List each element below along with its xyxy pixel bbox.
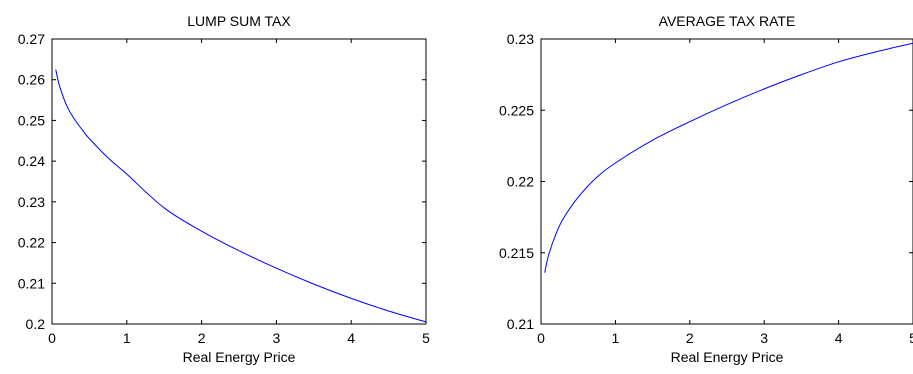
lump-sum-tax-y-tick-label: 0.2 (26, 316, 46, 332)
average-tax-rate-title: AVERAGE TAX RATE (659, 13, 796, 29)
lump-sum-tax-x-tick-label: 3 (273, 330, 281, 346)
lump-sum-tax-y-tick-label: 0.21 (18, 275, 45, 291)
lump-sum-tax-panel: LUMP SUM TAX 0 1 2 3 4 5 0.2 0.21 0.22 0.23 0.24 0.2… (18, 13, 430, 365)
average-tax-rate-panel: AVERAGE TAX RATE 0 1 2 3 4 5 0.21 0.215 0.22 0.225… (499, 13, 913, 365)
lump-sum-tax-x-tick-label: 4 (347, 330, 355, 346)
average-tax-rate-y-tick-label: 0.21 (507, 316, 534, 332)
average-tax-rate-y-tick-label: 0.23 (507, 31, 534, 47)
average-tax-rate-x-tick-label: 1 (612, 330, 620, 346)
lump-sum-tax-y-tick-label: 0.23 (18, 194, 45, 210)
lump-sum-tax-y-tick-label: 0.22 (18, 235, 45, 251)
lump-sum-tax-x-axis-label: Real Energy Price (183, 349, 296, 365)
lump-sum-tax-x-tick-label: 0 (48, 330, 56, 346)
lump-sum-tax-y-tick-label: 0.25 (18, 112, 45, 128)
average-tax-rate-axes-box (540, 38, 913, 325)
lump-sum-tax-x-tick-label: 5 (422, 330, 430, 346)
lump-sum-tax-x-tick-label: 1 (123, 330, 131, 346)
average-tax-rate-series-line (544, 42, 913, 273)
average-tax-rate-x-axis-label: Real Energy Price (671, 349, 784, 365)
lump-sum-tax-axes-box (51, 38, 427, 325)
average-tax-rate-x-tick-label: 4 (835, 330, 843, 346)
lump-sum-tax-y-tick-label: 0.24 (18, 153, 45, 169)
average-tax-rate-x-tick-label: 3 (760, 330, 768, 346)
average-tax-rate-x-tick-label: 5 (909, 330, 913, 346)
average-tax-rate-y-tick-label: 0.215 (499, 245, 534, 261)
lump-sum-tax-y-tick-label: 0.26 (18, 72, 45, 88)
lump-sum-tax-y-tick-label: 0.27 (18, 31, 45, 47)
average-tax-rate-y-tick-label: 0.225 (499, 102, 534, 118)
average-tax-rate-x-tick-label: 2 (686, 330, 694, 346)
average-tax-rate-y-tick-label: 0.22 (507, 174, 534, 190)
average-tax-rate-x-tick-label: 0 (537, 330, 545, 346)
lump-sum-tax-x-tick-label: 2 (198, 330, 206, 346)
lump-sum-tax-title: LUMP SUM TAX (187, 13, 291, 29)
lump-sum-tax-series-line (55, 69, 427, 323)
